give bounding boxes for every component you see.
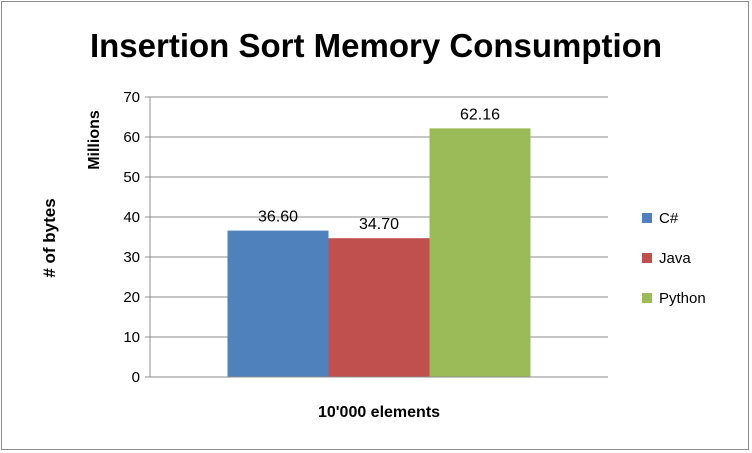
bar-csharp: [227, 230, 329, 377]
y-tick-label: 0: [132, 369, 140, 386]
y-tick-label: 30: [123, 249, 140, 266]
legend-swatch-python: [642, 293, 652, 303]
y-tick-label: 50: [123, 169, 140, 186]
legend-item-csharp: C#: [642, 208, 742, 228]
legend-item-python: Python: [642, 288, 742, 308]
y-tick-label: 20: [123, 289, 140, 306]
data-label: 36.60: [258, 209, 298, 226]
bar-python: [429, 128, 531, 377]
legend: C# Java Python: [642, 208, 742, 328]
y-tick-label: 10: [123, 329, 140, 346]
bar-java: [328, 238, 430, 377]
y-tick-label: 40: [123, 209, 140, 226]
legend-label-java: Java: [659, 249, 691, 267]
legend-item-java: Java: [642, 248, 742, 268]
legend-label-csharp: C#: [659, 209, 679, 227]
y-tick-label: 70: [123, 89, 140, 106]
y-unit-label: Millions: [86, 110, 103, 170]
chart-title: Insertion Sort Memory Consumption: [89, 27, 663, 64]
data-label: 34.70: [359, 216, 399, 233]
y-axis-label: # of bytes: [40, 198, 59, 277]
legend-label-python: Python: [659, 289, 706, 307]
legend-swatch-csharp: [642, 213, 652, 223]
x-axis-label: 10'000 elements: [318, 404, 440, 421]
y-tick-label: 60: [123, 129, 140, 146]
legend-swatch-java: [642, 253, 652, 263]
data-label: 62.16: [460, 106, 500, 123]
